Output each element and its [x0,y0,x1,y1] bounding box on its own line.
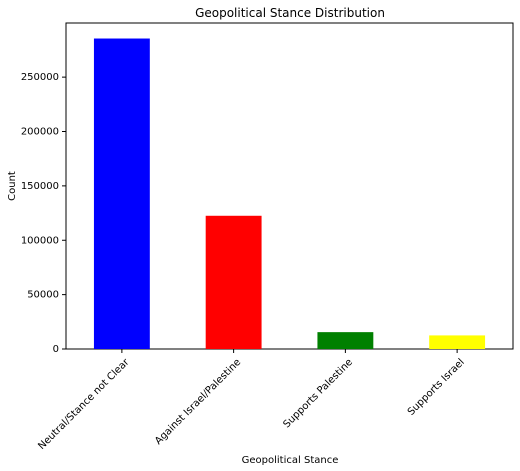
chart-title: Geopolitical Stance Distribution [195,6,385,20]
bar-2 [317,332,374,349]
y-tick-label: 200000 [21,127,59,138]
y-axis-label: Count [7,171,18,201]
y-tick-label: 0 [53,344,59,355]
x-tick-label: Supports Palestine [282,357,356,431]
bars [93,38,486,350]
y-tick-label: 100000 [21,235,59,246]
x-tick-label: Against Israel/Palestine [153,357,243,447]
x-tick-label: Neutral/Stance not Clear [36,356,132,452]
bar-0 [93,38,150,350]
x-tick-label: Supports Israel [406,357,467,418]
x-axis-label: Geopolitical Stance [242,455,339,466]
bar-1 [205,215,262,349]
bar-3 [429,335,486,349]
y-axis: 0 50000 100000 150000 200000 250000 [21,72,66,355]
x-axis: Neutral/Stance not Clear Against Israel/P… [36,349,467,452]
y-tick-label: 50000 [27,290,59,301]
y-tick-label: 150000 [21,181,59,192]
y-tick-label: 250000 [21,72,59,83]
